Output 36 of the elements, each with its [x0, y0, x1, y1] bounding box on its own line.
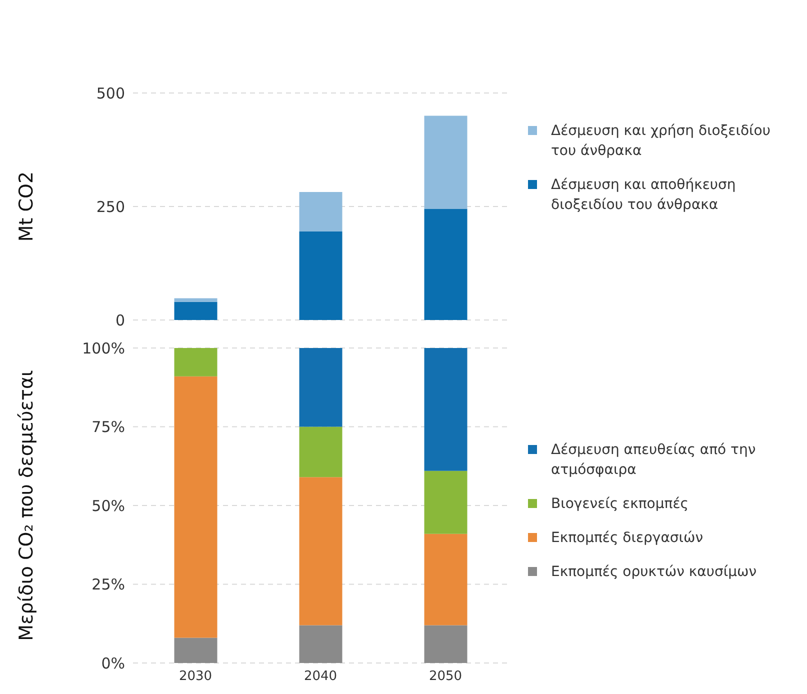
legend-label: Βιογενείς εκπομπές: [551, 494, 688, 514]
bar: [299, 477, 342, 626]
legend-label: Δέσμευση και αποθήκευση διοξειδίου του άνθρακα: [551, 176, 737, 215]
bar: [424, 208, 468, 320]
y-tick-label: 100%: [82, 339, 125, 358]
legend-label: Εκπομπές διεργασιών: [551, 528, 704, 548]
y-axis-title: Mt CO2: [16, 171, 38, 242]
bar: [299, 192, 342, 232]
x-tick-label: 2030: [178, 669, 212, 684]
bar: [424, 348, 468, 471]
bar: [424, 470, 468, 534]
y-tick-label: 0%: [101, 654, 125, 672]
x-tick-label: 2050: [428, 669, 462, 684]
legend-label: Εκπομπές ορυκτών καυσίμων: [551, 562, 757, 582]
y-tick-label: 75%: [92, 418, 125, 436]
bar: [174, 302, 218, 320]
y-tick-label: 0: [115, 311, 125, 330]
y-tick-label: 50%: [92, 496, 125, 515]
legend-label: Δέσμευση απευθείας από την ατμόσφαιρα: [551, 440, 757, 480]
y-axis-title: Μερίδιο CO₂ που δεσμεύεται: [16, 370, 38, 641]
bar: [299, 348, 342, 427]
bar: [299, 231, 342, 320]
bar: [424, 534, 468, 626]
bar: [174, 348, 218, 376]
legend-label: Δέσμευση και χρήση διοξειδίου του άνθρακα: [551, 122, 772, 161]
y-tick-label: 500: [96, 84, 125, 102]
bar: [299, 426, 342, 478]
bar: [174, 638, 218, 663]
bar: [299, 625, 342, 663]
x-tick-label: 2040: [304, 669, 338, 684]
y-tick-label: 250: [96, 198, 125, 216]
bar: [174, 376, 218, 638]
bar: [424, 625, 468, 663]
bar: [174, 298, 218, 302]
y-tick-label: 25%: [92, 576, 125, 594]
bar: [424, 116, 468, 209]
